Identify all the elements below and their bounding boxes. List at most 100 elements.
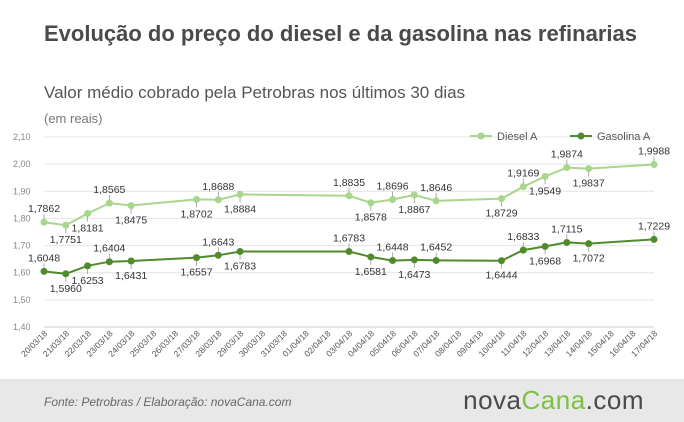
data-point <box>40 218 48 226</box>
data-label: 1,7115 <box>551 223 582 235</box>
data-label: 1,8835 <box>333 177 365 189</box>
data-point <box>410 191 418 199</box>
line-chart: 1,40 1,50 1,60 1,70 1,80 1,90 2,00 2,10 20/03/1… <box>13 131 670 359</box>
data-point <box>214 251 222 259</box>
data-point <box>367 253 375 261</box>
legend-label: Diesel A <box>497 131 538 143</box>
footer-bar: Fonte: Petrobras / Elaboração: novaCana.… <box>0 379 684 422</box>
data-label: 1,8181 <box>72 223 104 235</box>
unit-label: (em reais) <box>44 111 103 126</box>
data-point <box>541 242 549 250</box>
data-label: 1,8867 <box>398 204 430 216</box>
y-tick-label: 1,80 <box>13 213 31 223</box>
data-point <box>127 257 135 265</box>
chart-subtitle: Valor médio cobrado pela Petrobras nos ú… <box>44 83 466 102</box>
data-label: 1,7229 <box>638 220 670 232</box>
data-point <box>432 256 440 264</box>
logo-part-com: .com <box>585 385 644 415</box>
data-point <box>367 199 375 207</box>
data-point <box>410 256 418 264</box>
data-label: 1,6448 <box>377 242 409 254</box>
y-tick-label: 2,10 <box>13 132 31 142</box>
x-axis: 20/03/1821/03/1822/03/1823/03/1824/03/18… <box>19 326 660 359</box>
data-point <box>585 165 593 173</box>
data-label: 1,6404 <box>93 243 125 255</box>
data-label: 1,6783 <box>224 260 256 272</box>
data-label: 1,7751 <box>50 234 82 246</box>
data-label: 1,9874 <box>551 149 583 161</box>
legend-marker <box>577 132 585 140</box>
data-point <box>345 247 353 255</box>
data-label: 1,8702 <box>180 208 212 220</box>
y-tick-label: 1,60 <box>13 268 31 278</box>
legend: Diesel A Gasolina A <box>470 131 651 143</box>
data-point <box>650 160 658 168</box>
data-label: 1,9169 <box>507 168 539 180</box>
data-point <box>585 240 593 248</box>
data-label: 1,8565 <box>93 184 125 196</box>
data-point <box>389 257 397 265</box>
chart-title: Evolução do preço do diesel e da gasolin… <box>44 21 637 46</box>
data-label: 1,6253 <box>72 275 104 287</box>
data-point <box>105 258 113 266</box>
data-label: 1,8578 <box>355 212 387 224</box>
data-label: 1,9549 <box>529 185 561 197</box>
legend-marker <box>477 132 485 140</box>
data-point <box>498 257 505 265</box>
data-label: 1,8696 <box>377 181 409 193</box>
data-label: 1,8729 <box>485 208 517 220</box>
data-label: 1,8646 <box>420 182 452 194</box>
data-point <box>345 192 353 200</box>
data-label: 1,7072 <box>573 253 605 265</box>
novacana-logo: novaCana.com <box>463 385 644 416</box>
data-label: 1,7862 <box>28 203 60 215</box>
data-point <box>236 247 244 255</box>
data-label: 1,6557 <box>180 267 212 279</box>
data-label: 1,6643 <box>202 236 234 248</box>
data-point <box>105 199 113 207</box>
data-point <box>519 246 527 254</box>
y-tick-label: 1,40 <box>13 322 31 332</box>
y-axis: 1,40 1,50 1,60 1,70 1,80 1,90 2,00 2,10 <box>13 132 31 332</box>
data-point <box>84 210 92 218</box>
data-point <box>236 190 244 198</box>
data-label: 1,6452 <box>420 241 452 253</box>
data-label: 1,6968 <box>529 255 561 267</box>
legend-label: Gasolina A <box>597 131 651 143</box>
data-point <box>40 267 48 275</box>
data-point <box>432 197 440 205</box>
data-point <box>650 235 658 243</box>
data-point <box>389 196 397 204</box>
data-label: 1,6444 <box>485 270 517 282</box>
data-point <box>193 254 200 262</box>
data-label: 1,6473 <box>398 269 430 281</box>
data-point <box>214 196 222 204</box>
data-point <box>541 172 549 180</box>
y-tick-label: 2,00 <box>13 159 31 169</box>
logo-part-nova: nova <box>463 385 522 415</box>
data-label: 1,6431 <box>115 270 147 282</box>
logo-part-cana: Cana <box>521 385 586 415</box>
data-point <box>127 202 135 210</box>
data-label: 1,9988 <box>638 145 670 157</box>
y-tick-label: 1,50 <box>13 295 31 305</box>
data-label: 1,8884 <box>224 203 256 215</box>
data-point <box>62 221 70 229</box>
data-label: 1,6783 <box>333 232 365 244</box>
data-label: 1,6581 <box>355 266 387 278</box>
source-credit: Fonte: Petrobras / Elaboração: novaCana.… <box>44 395 292 409</box>
data-point <box>563 164 571 172</box>
data-label: 1,8475 <box>115 215 147 227</box>
data-label: 1,5960 <box>50 283 82 295</box>
data-label: 1,8688 <box>202 181 234 193</box>
data-point <box>498 195 505 203</box>
y-tick-label: 1,90 <box>13 186 31 196</box>
data-point <box>62 270 70 278</box>
data-point <box>519 183 527 191</box>
y-tick-label: 1,70 <box>13 241 31 251</box>
data-label: 1,6048 <box>28 252 60 264</box>
data-point <box>193 195 200 203</box>
data-point <box>563 238 571 246</box>
